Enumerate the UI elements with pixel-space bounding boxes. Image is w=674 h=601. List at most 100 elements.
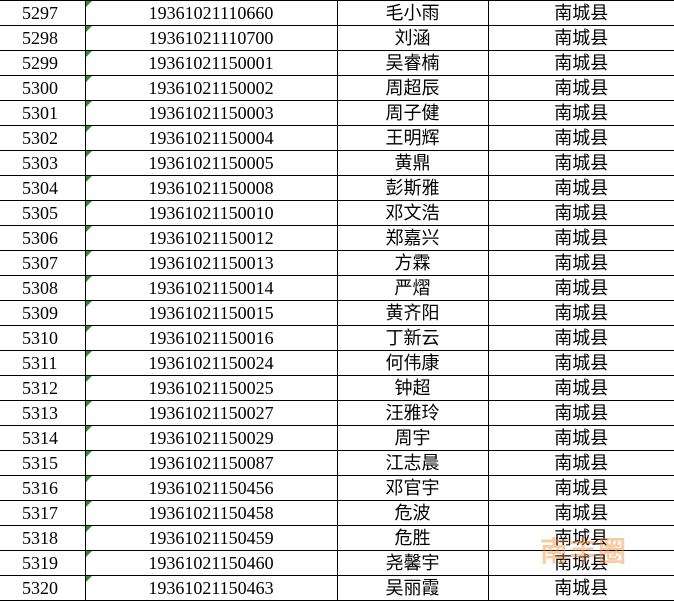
id-number: 19361021150460 [84,550,338,576]
id-number: 19361021150027 [84,400,338,426]
county: 南城县 [487,275,674,301]
table-row: 5309 19361021150015 黄齐阳 南城县 [0,300,674,326]
county: 南城县 [487,575,674,601]
table-row: 5303 19361021150005 黄鼎 南城县 [0,150,674,176]
id-number: 19361021150001 [84,50,338,76]
table-row: 5320 19361021150463 吴丽霞 南城县 [0,575,674,601]
row-number: 5307 [0,250,86,276]
row-number: 5298 [0,25,86,51]
person-name: 邓官宇 [336,475,489,501]
row-number: 5317 [0,500,86,526]
person-name: 钟超 [336,375,489,401]
person-name: 方霖 [336,250,489,276]
person-name: 危胜 [336,525,489,551]
county: 南城县 [487,200,674,226]
person-name: 尧馨宇 [336,550,489,576]
id-number: 19361021150004 [84,125,338,151]
id-number: 19361021150002 [84,75,338,101]
person-name: 周超辰 [336,75,489,101]
person-name: 黄鼎 [336,150,489,176]
id-number: 19361021150087 [84,450,338,476]
person-name: 严熠 [336,275,489,301]
row-number: 5313 [0,400,86,426]
county: 南城县 [487,225,674,251]
county: 南城县 [487,450,674,476]
person-name: 彭斯雅 [336,175,489,201]
row-number: 5302 [0,125,86,151]
person-name: 何伟康 [336,350,489,376]
person-name: 危波 [336,500,489,526]
county: 南城县 [487,175,674,201]
row-number: 5299 [0,50,86,76]
row-number: 5319 [0,550,86,576]
id-number: 19361021150013 [84,250,338,276]
row-number: 5303 [0,150,86,176]
table-row: 5310 19361021150016 丁新云 南城县 [0,325,674,351]
person-name: 江志晨 [336,450,489,476]
id-number: 19361021110700 [84,25,338,51]
id-number: 19361021150010 [84,200,338,226]
person-name: 王明辉 [336,125,489,151]
county: 南城县 [487,425,674,451]
table-row: 5314 19361021150029 周宇 南城县 [0,425,674,451]
id-number: 19361021150029 [84,425,338,451]
table-row: 5305 19361021150010 邓文浩 南城县 [0,200,674,226]
person-name: 汪雅玲 [336,400,489,426]
id-number: 19361021150003 [84,100,338,126]
table-row: 5302 19361021150004 王明辉 南城县 [0,125,674,151]
id-number: 19361021150025 [84,375,338,401]
county: 南城县 [487,75,674,101]
id-number: 19361021150014 [84,275,338,301]
id-number: 19361021150458 [84,500,338,526]
table-row: 5312 19361021150025 钟超 南城县 [0,375,674,401]
row-number: 5311 [0,350,86,376]
id-number: 19361021110660 [84,0,338,26]
id-number: 19361021150015 [84,300,338,326]
id-number: 19361021150016 [84,325,338,351]
county: 南城县 [487,25,674,51]
county: 南城县 [487,300,674,326]
id-number: 19361021150459 [84,525,338,551]
row-number: 5301 [0,100,86,126]
watermark: 南丰圈 [540,535,628,568]
county: 南城县 [487,150,674,176]
person-name: 黄齐阳 [336,300,489,326]
row-number: 5320 [0,575,86,601]
county: 南城县 [487,400,674,426]
county: 南城县 [487,325,674,351]
table-row: 5298 19361021110700 刘涵 南城县 [0,25,674,51]
county: 南城县 [487,475,674,501]
table-row: 5311 19361021150024 何伟康 南城县 [0,350,674,376]
person-name: 毛小雨 [336,0,489,26]
row-number: 5304 [0,175,86,201]
table-row: 5299 19361021150001 吴睿楠 南城县 [0,50,674,76]
row-number: 5310 [0,325,86,351]
table-row: 5306 19361021150012 郑嘉兴 南城县 [0,225,674,251]
county: 南城县 [487,350,674,376]
row-number: 5312 [0,375,86,401]
table-row: 5308 19361021150014 严熠 南城县 [0,275,674,301]
row-number: 5297 [0,0,86,26]
county: 南城县 [487,525,674,551]
person-name: 吴丽霞 [336,575,489,601]
table-row: 5315 19361021150087 江志晨 南城县 [0,450,674,476]
person-name: 周宇 [336,425,489,451]
county: 南城县 [487,0,674,26]
table-row: 5317 19361021150458 危波 南城县 [0,500,674,526]
county: 南城县 [487,100,674,126]
id-number: 19361021150005 [84,150,338,176]
row-number: 5314 [0,425,86,451]
table-row: 5297 19361021110660 毛小雨 南城县 [0,0,674,26]
county: 南城县 [487,375,674,401]
table-row: 5313 19361021150027 汪雅玲 南城县 [0,400,674,426]
county: 南城县 [487,50,674,76]
id-number: 19361021150456 [84,475,338,501]
table-row: 5318 19361021150459 危胜 南城县 [0,525,674,551]
person-name: 周子健 [336,100,489,126]
id-number: 19361021150008 [84,175,338,201]
row-number: 5316 [0,475,86,501]
person-name: 刘涵 [336,25,489,51]
person-name: 邓文浩 [336,200,489,226]
